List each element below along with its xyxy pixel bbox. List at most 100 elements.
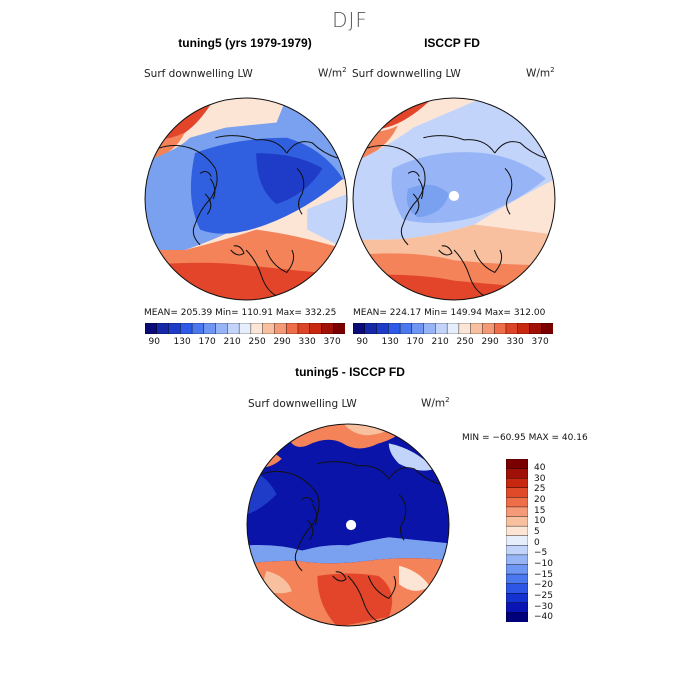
colorbar-tick-label: −20	[534, 580, 553, 591]
colorbar-tick-label: 210	[223, 337, 241, 347]
colorbar-tick-label: −25	[534, 591, 553, 601]
colorbar-swatch	[446, 323, 460, 334]
colorbar-swatch	[156, 323, 170, 334]
colorbar-swatch	[191, 323, 205, 334]
colorbar-swatch	[506, 525, 528, 537]
colorbar-swatch	[506, 535, 528, 546]
panel-title-model: tuning5 (yrs 1979-1979)	[178, 36, 312, 50]
colorbar-swatch	[506, 602, 528, 613]
variable-label-diff: Surf downwelling LW	[248, 398, 357, 410]
colorbar-tick-label: 250	[456, 337, 474, 347]
colorbar-swatch	[399, 323, 413, 334]
colorbar-swatch	[517, 323, 530, 334]
colorbar-tick-label: 210	[431, 337, 449, 347]
colorbar-tick-label: 5	[534, 527, 540, 537]
colorbar-swatch	[458, 323, 472, 334]
map-boundary	[144, 97, 348, 301]
colorbar-swatch	[506, 497, 528, 508]
colorbar-swatch	[423, 323, 436, 334]
colorbar-swatch	[353, 323, 366, 334]
stats-model: MEAN= 205.39 Min= 110.91 Max= 332.25	[144, 308, 337, 318]
units-label-diff: W/m2	[421, 396, 450, 410]
units-label-obs: W/m2	[526, 66, 555, 80]
colorbar-difference-labels: 40 30 25 20 15 10 5 0 −5 −10 −15 −20 −25 −30 −40	[534, 459, 574, 629]
colorbar-tick-label: −10	[534, 559, 553, 569]
colorbar-swatch	[541, 323, 553, 334]
stats-diff: MIN = −60.95 MAX = 40.16	[462, 433, 588, 443]
colorbar-tick-label: 130	[381, 337, 399, 347]
colorbar-swatch	[506, 612, 528, 622]
colorbar-swatch	[376, 323, 389, 334]
pole-mask-diff	[345, 519, 357, 531]
panel-title-obs: ISCCP FD	[424, 36, 480, 50]
colorbar-tick-label: −15	[534, 569, 553, 580]
colorbar-tick-label: 330	[298, 337, 316, 347]
colorbar-swatch	[333, 323, 345, 334]
units-label-model: W/m2	[318, 66, 347, 80]
colorbar-tick-label: 370	[323, 337, 341, 347]
colorbar-tick-label: 90	[356, 337, 368, 347]
pole-mask	[448, 190, 460, 202]
colorbar-swatch	[506, 573, 528, 585]
colorbar-absolute-left	[145, 323, 345, 334]
colorbar-swatch	[297, 323, 311, 334]
colorbar-swatch	[506, 545, 528, 556]
colorbar-swatch	[470, 323, 483, 334]
colorbar-swatch	[506, 564, 528, 575]
panel-title-diff: tuning5 - ISCCP FD	[295, 365, 405, 379]
colorbar-swatch	[168, 323, 181, 334]
stats-obs: MEAN= 224.17 Min= 149.94 Max= 312.00	[353, 308, 546, 318]
colorbar-swatch	[482, 323, 495, 334]
colorbar-swatch	[493, 323, 507, 334]
colorbar-tick-label: 370	[531, 337, 549, 347]
variable-label-model: Surf downwelling LW	[144, 68, 253, 80]
colorbar-swatch	[506, 593, 528, 604]
colorbar-swatch	[506, 506, 528, 518]
colorbar-swatch	[529, 323, 542, 334]
colorbar-tick-label: 170	[198, 337, 216, 347]
colorbar-tick-label: 290	[273, 337, 291, 347]
colorbar-swatch	[285, 323, 299, 334]
colorbar-swatch	[203, 323, 217, 334]
polar-map-diff	[246, 423, 450, 627]
colorbar-tick-label: 30	[534, 473, 546, 484]
colorbar-swatch	[435, 323, 448, 334]
colorbar-tick-label: 25	[534, 484, 546, 495]
season-title: DJF	[332, 8, 368, 32]
colorbar-tick-label: 90	[148, 337, 160, 347]
colorbar-swatch	[215, 323, 228, 334]
colorbar-swatch	[411, 323, 425, 334]
colorbar-swatch	[145, 323, 158, 334]
colorbar-swatch	[180, 323, 193, 334]
colorbar-tick-label: 15	[534, 505, 546, 516]
colorbar-tick-label: 170	[406, 337, 424, 347]
colorbar-difference	[506, 459, 528, 622]
colorbar-swatch	[506, 459, 528, 470]
colorbar-swatch	[274, 323, 287, 334]
colorbar-swatch	[506, 583, 528, 594]
polar-map-obs	[352, 97, 556, 301]
colorbar-swatch	[505, 323, 519, 334]
colorbar-swatch	[238, 323, 252, 334]
colorbar-swatch	[364, 323, 378, 334]
colorbar-tick-label: −40	[534, 612, 553, 623]
colorbar-labels-right: 90 130 170 210 250 290 330 370	[353, 337, 553, 349]
colorbar-swatch	[506, 516, 528, 527]
colorbar-tick-label: 250	[248, 337, 266, 347]
colorbar-swatch	[506, 468, 528, 479]
colorbar-tick-label: 130	[173, 337, 191, 347]
colorbar-tick-label: 40	[534, 463, 546, 473]
colorbar-swatch	[506, 487, 528, 498]
colorbar-tick-label: −5	[534, 548, 548, 559]
colorbar-swatch	[321, 323, 334, 334]
polar-map-model	[144, 97, 348, 301]
colorbar-tick-label: −30	[534, 601, 553, 612]
colorbar-swatch	[309, 323, 322, 334]
colorbar-absolute-right	[353, 323, 553, 334]
colorbar-swatch	[506, 554, 528, 565]
colorbar-tick-label: 0	[534, 537, 540, 548]
colorbar-swatch	[506, 477, 528, 489]
variable-label-obs: Surf downwelling LW	[352, 68, 461, 80]
colorbar-labels-left: 90 130 170 210 250 290 330 370	[145, 337, 345, 349]
colorbar-swatch	[250, 323, 264, 334]
